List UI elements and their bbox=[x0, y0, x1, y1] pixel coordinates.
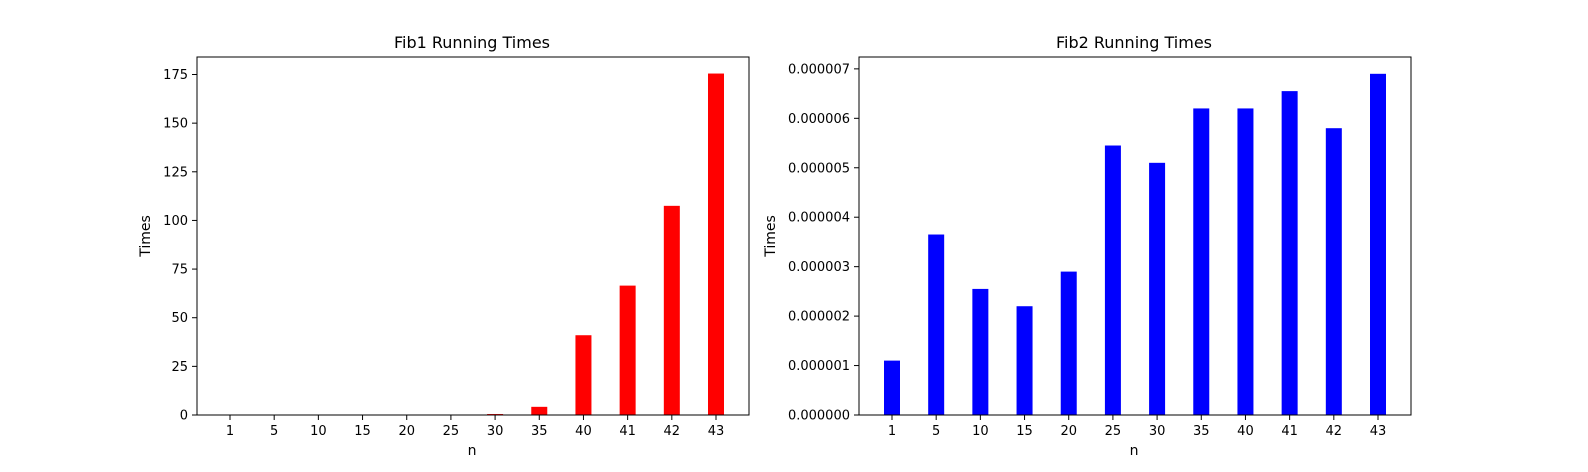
x-tick-label: 15 bbox=[354, 424, 371, 439]
x-tick-label: 20 bbox=[1060, 424, 1077, 439]
bar bbox=[1060, 271, 1077, 415]
chart-title: Fib1 Running Times bbox=[394, 33, 550, 52]
x-tick-label: 10 bbox=[972, 424, 989, 439]
y-tick-label: 0.000002 bbox=[788, 310, 850, 325]
chart-panel-fib1: Fib1 Running Times n Times 1 5 10 15 20 25 30 3… bbox=[138, 33, 750, 459]
y-tick-label: 0.000003 bbox=[788, 260, 850, 275]
bar-group bbox=[884, 73, 1386, 416]
x-tick-label: 43 bbox=[1370, 424, 1387, 439]
x-tick-label: 42 bbox=[1326, 424, 1343, 439]
x-tick-label: 35 bbox=[531, 424, 548, 439]
bar bbox=[928, 234, 945, 415]
y-axis-label: Times bbox=[138, 215, 154, 258]
y-tick-label: 175 bbox=[163, 68, 188, 83]
x-tick-label: 30 bbox=[1149, 424, 1166, 439]
x-tick-label: 20 bbox=[398, 424, 415, 439]
y-tick-label: 0.000005 bbox=[788, 161, 850, 176]
y-tick-label: 150 bbox=[163, 117, 188, 132]
plot-frame bbox=[858, 56, 1412, 416]
x-tick-label: 35 bbox=[1193, 424, 1210, 439]
x-tick-label: 40 bbox=[1237, 424, 1254, 439]
y-tick-label: 25 bbox=[171, 360, 188, 375]
x-tick-label: 1 bbox=[226, 424, 234, 439]
y-axis-ticks: 0.000000 0.000001 0.000002 0.000003 0.000004… bbox=[788, 62, 859, 424]
x-tick-label: 5 bbox=[932, 424, 940, 439]
bar bbox=[708, 73, 724, 415]
x-axis-label: n bbox=[468, 443, 477, 459]
x-tick-label: 41 bbox=[1281, 424, 1298, 439]
y-tick-label: 0.000004 bbox=[788, 211, 850, 226]
x-tick-label: 25 bbox=[1105, 424, 1122, 439]
y-axis-label: Times bbox=[763, 215, 779, 258]
plot-frame bbox=[196, 56, 750, 416]
x-axis-label: n bbox=[1130, 443, 1139, 459]
x-tick-label: 42 bbox=[664, 424, 681, 439]
x-axis-ticks: 1 5 10 15 20 25 30 35 40 41 42 43 bbox=[226, 415, 724, 439]
chart-panel-fib2: Fib2 Running Times n Times 1 5 10 15 20 25 30 3… bbox=[763, 33, 1412, 459]
y-tick-label: 0.000001 bbox=[788, 359, 850, 374]
bar bbox=[1193, 108, 1210, 416]
bar bbox=[884, 360, 900, 415]
x-axis-ticks: 1 5 10 15 20 25 30 35 40 41 42 43 bbox=[888, 415, 1386, 439]
x-tick-label: 10 bbox=[310, 424, 327, 439]
bar bbox=[1237, 108, 1254, 416]
bar-group bbox=[487, 73, 724, 415]
bar bbox=[663, 205, 680, 415]
bar bbox=[1325, 128, 1342, 415]
bar bbox=[619, 285, 636, 415]
bar bbox=[1149, 162, 1166, 415]
bar bbox=[575, 335, 592, 415]
bar bbox=[1370, 73, 1386, 415]
chart-title: Fib2 Running Times bbox=[1056, 33, 1212, 52]
x-tick-label: 1 bbox=[888, 424, 896, 439]
bar bbox=[1281, 91, 1298, 416]
y-tick-label: 100 bbox=[163, 214, 188, 229]
bar bbox=[1104, 145, 1121, 415]
bar bbox=[1016, 306, 1033, 415]
x-tick-label: 41 bbox=[619, 424, 636, 439]
bar bbox=[531, 406, 548, 415]
x-tick-label: 43 bbox=[708, 424, 725, 439]
y-axis-ticks: 0 25 50 75 100 125 150 175 bbox=[163, 68, 197, 424]
y-tick-label: 0.000000 bbox=[788, 409, 850, 424]
x-tick-label: 40 bbox=[575, 424, 592, 439]
x-tick-label: 30 bbox=[487, 424, 504, 439]
x-tick-label: 15 bbox=[1016, 424, 1033, 439]
x-tick-label: 25 bbox=[443, 424, 460, 439]
y-tick-label: 75 bbox=[171, 263, 188, 278]
y-tick-label: 0 bbox=[180, 409, 188, 424]
y-tick-label: 125 bbox=[163, 165, 188, 180]
bar bbox=[972, 288, 989, 415]
y-tick-label: 50 bbox=[171, 311, 188, 326]
y-tick-label: 0.000007 bbox=[788, 62, 850, 77]
y-tick-label: 0.000006 bbox=[788, 112, 850, 127]
x-tick-label: 5 bbox=[270, 424, 278, 439]
